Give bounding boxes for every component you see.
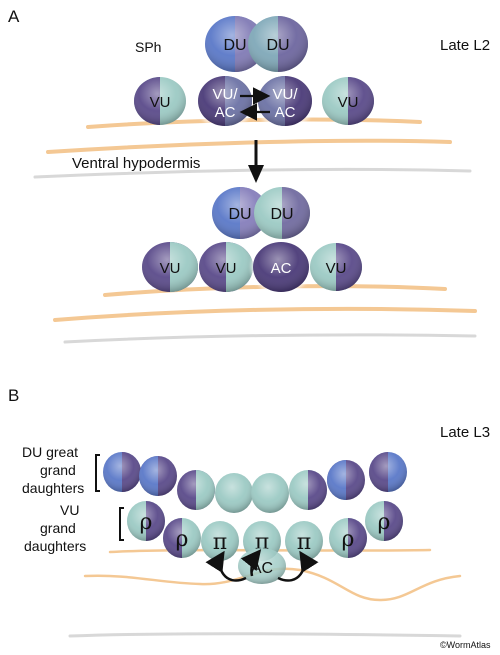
vu-label-line3: daughters <box>24 538 86 554</box>
hypodermis-lines-bottom <box>53 284 477 344</box>
sph-label: SPh <box>135 39 161 55</box>
vu-ac-cell-2: VU/ AC <box>255 73 315 129</box>
du-label: DU <box>266 37 289 54</box>
vu-cell-4: VU <box>322 77 374 125</box>
du-bracket <box>95 454 100 492</box>
vu-label: VU <box>160 260 181 277</box>
ac-label: AC <box>251 560 273 577</box>
vu-ac-label-line1: VU/ <box>212 86 238 103</box>
du-great-granddaughter-cell <box>369 452 407 492</box>
du-label: DU <box>228 206 251 223</box>
vu-ac-label-line1: VU/ <box>272 86 298 103</box>
du-great-granddaughter-cell <box>251 473 289 513</box>
vu-granddaughter-row: ρρ π π π ρρ <box>127 501 403 561</box>
du-label-line3: daughters <box>22 480 84 496</box>
panel-a-letter: A <box>8 7 20 26</box>
du-great-granddaughter-cell <box>215 473 253 513</box>
vu-label: VU <box>326 260 347 277</box>
vu-cell-b2: VU <box>199 242 253 292</box>
vu-granddaughter-cell: ρ <box>127 501 165 541</box>
du-label-line1: DU great <box>22 444 78 460</box>
rho-label: ρ <box>342 527 355 552</box>
du-cell-right-top: DU <box>248 16 308 72</box>
du-cell-right-bottom: DU <box>254 187 310 239</box>
vu-granddaughter-cell: ρ <box>329 518 367 558</box>
vu-granddaughter-cell: π <box>201 521 239 561</box>
vu-granddaughter-cell: ρ <box>163 518 201 558</box>
du-great-granddaughter-cell <box>177 470 215 510</box>
vu-cell-b1: VU <box>142 242 198 292</box>
credit-label: ©WormAtlas <box>440 640 491 650</box>
transition-arrow <box>248 140 264 183</box>
panel-a-stage: Late L2 <box>440 37 490 54</box>
pi-label: π <box>297 530 311 555</box>
vu-ac-label-line2: AC <box>275 104 296 121</box>
vu-cell-b4: VU <box>310 243 362 291</box>
lateral-signal-arrows <box>239 87 271 121</box>
du-great-granddaughter-cell <box>327 460 365 500</box>
du-label: DU <box>270 206 293 223</box>
du-great-granddaughter-cell <box>289 470 327 510</box>
du-great-granddaughter-cell <box>103 452 141 492</box>
vu-ac-cell-1: VU/ AC <box>195 73 255 129</box>
ac-cell: AC <box>251 240 311 294</box>
du-great-granddaughter-row <box>103 452 407 513</box>
vu-label: VU <box>338 94 359 111</box>
vu-granddaughter-cell: ρ <box>365 501 403 541</box>
du-cell-left-bottom: DU <box>212 187 268 239</box>
du-label-line2: grand <box>40 462 76 478</box>
rho-label: ρ <box>176 527 189 552</box>
pi-label: π <box>213 530 227 555</box>
vu-granddaughter-cell: π <box>285 521 323 561</box>
vu-ac-label-line2: AC <box>215 104 236 121</box>
vu-label-line1: VU <box>60 502 79 518</box>
vu-label-line2: grand <box>40 520 76 536</box>
ac-label: AC <box>271 260 292 277</box>
rho-label: ρ <box>140 510 153 535</box>
panel-b-letter: B <box>8 386 19 405</box>
vu-bracket <box>119 507 124 541</box>
du-great-granddaughter-cell <box>139 456 177 496</box>
panel-b-stage: Late L3 <box>440 424 490 441</box>
ventral-hypodermis-label: Ventral hypodermis <box>72 155 200 172</box>
vu-cell-1: VU <box>134 77 186 125</box>
du-label: DU <box>223 37 246 54</box>
rho-label: ρ <box>378 510 391 535</box>
vu-label: VU <box>150 94 171 111</box>
ac-invasion-arrows <box>205 549 319 582</box>
vu-label: VU <box>216 260 237 277</box>
